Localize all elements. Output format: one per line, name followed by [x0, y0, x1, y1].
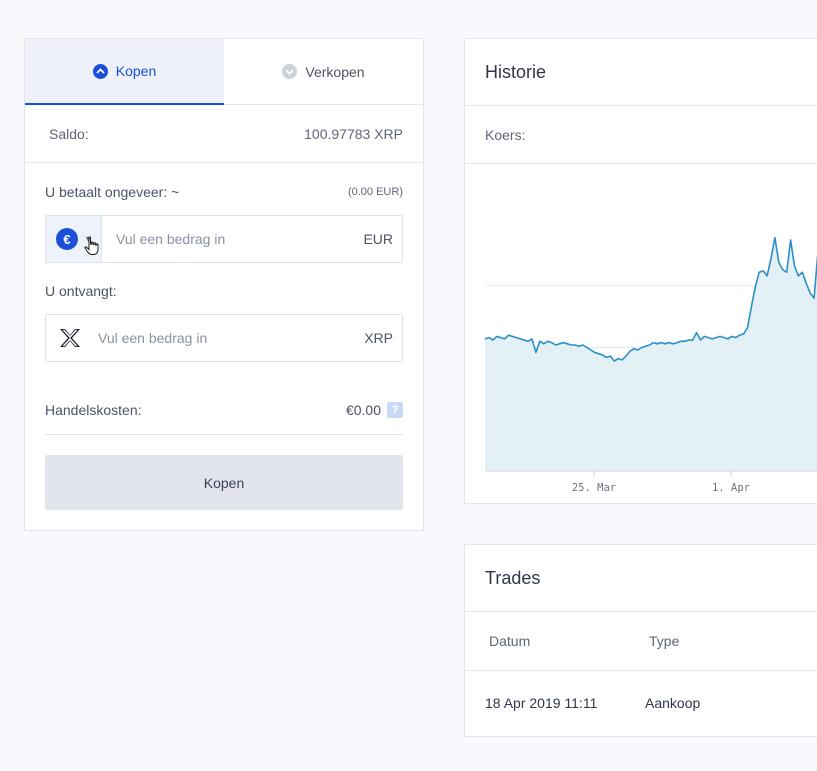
balance-value: 100.97783 XRP: [304, 125, 403, 142]
pay-amount-input[interactable]: [102, 217, 364, 261]
pay-estimate: (0.00 EUR): [347, 186, 403, 198]
pay-amount-field: € ▼ EUR: [45, 215, 403, 263]
pay-label: U betaalt ongeveer: ~: [45, 184, 180, 200]
receive-amount-field: XRP: [45, 314, 403, 362]
rate-row: Koers:: [465, 106, 817, 164]
history-title: Historie: [465, 39, 817, 106]
chart-series-line: [484, 236, 817, 362]
caret-down-icon: ▼: [84, 234, 93, 244]
tab-verkopen[interactable]: Verkopen: [224, 39, 423, 105]
trades-panel: Trades Datum Type 18 Apr 2019 11:11 Aank…: [464, 544, 817, 737]
receive-unit: XRP: [364, 330, 393, 346]
euro-icon: €: [56, 228, 78, 250]
fees-value-group: €0.00 ?: [345, 401, 403, 418]
tab-kopen[interactable]: Kopen: [25, 39, 224, 105]
column-header-date[interactable]: Datum: [489, 633, 531, 649]
hand-cursor-icon: [84, 236, 99, 255]
buy-button[interactable]: Kopen: [45, 455, 403, 510]
chevron-up-icon: [92, 63, 108, 79]
chevron-down-icon: [282, 64, 298, 79]
table-row[interactable]: 18 Apr 2019 11:11 Aankoop: [465, 671, 817, 735]
pay-unit: EUR: [363, 231, 393, 247]
price-chart[interactable]: 25. Mar 1. Apr: [465, 164, 817, 505]
chart-tick-label: 1. Apr: [712, 482, 750, 494]
fees-label: Handelskosten:: [45, 401, 142, 418]
receive-amount-input[interactable]: [84, 316, 365, 360]
balance-row: Saldo: 100.97783 XRP: [25, 105, 423, 163]
chart-area-fill: [485, 237, 817, 471]
xrp-icon: [56, 328, 84, 348]
tab-kopen-label: Kopen: [115, 63, 157, 79]
history-panel: Historie Koers: 25. Mar 1. Apr: [464, 38, 817, 504]
tab-verkopen-label: Verkopen: [305, 63, 365, 80]
rate-label: Koers:: [485, 126, 526, 143]
currency-selector[interactable]: € ▼: [46, 216, 102, 262]
trade-type: Aankoop: [645, 695, 701, 711]
trades-table-header: Datum Type: [465, 612, 817, 671]
column-header-type[interactable]: Type: [649, 633, 680, 649]
trade-tabs: Kopen Verkopen: [25, 39, 423, 105]
balance-label: Saldo:: [49, 125, 89, 142]
chart-tick-label: 25. Mar: [572, 482, 616, 494]
trade-panel: Kopen Verkopen Saldo: 100.97783 XRP U be…: [24, 38, 424, 531]
trade-date: 18 Apr 2019 11:11: [485, 695, 598, 711]
trades-title: Trades: [465, 545, 817, 612]
help-icon[interactable]: ?: [387, 401, 403, 418]
fees-row: Handelskosten: €0.00 ?: [45, 385, 403, 435]
chart-x-ticks: 25. Mar 1. Apr: [572, 471, 750, 494]
fees-value: €0.00: [345, 401, 381, 418]
receive-label: U ontvangt:: [45, 283, 117, 299]
